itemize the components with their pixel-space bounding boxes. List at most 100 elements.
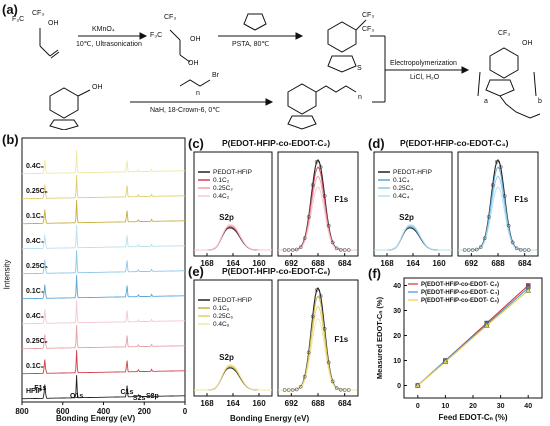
b-frame (22, 138, 185, 402)
scheme-n-1: n (196, 90, 200, 97)
f-xlabel: Feed EDOT-Cₙ (%) (439, 413, 508, 422)
d-f1s-tick-label: 692 (465, 259, 479, 268)
d-f1s-tick-label: 688 (491, 259, 505, 268)
b-xtick-label: 400 (97, 407, 111, 416)
b-xtick-label: 600 (56, 407, 70, 416)
b-trace-label: 0.4C₆ (26, 163, 44, 170)
survey-xps-plot: 800 600 400 200 00.4C₆0.25C₆0.1C₆0.4C₄0.25C₄… (0, 130, 200, 426)
c-s2p-curve (194, 226, 272, 250)
f-ytick-label: 20 (393, 333, 401, 340)
c-s2p-frame (194, 152, 272, 256)
d-title: P(EDOT-HFIP-co-EDOT-C₄) (400, 138, 508, 148)
f-series-line (418, 291, 528, 386)
b-trace (22, 275, 185, 299)
scheme-cond-psta: PSTA, 80℃ (232, 40, 269, 48)
e-s2p-label: S2p (219, 353, 234, 362)
b-trace-label: 0.1C₂ (26, 363, 44, 370)
b-xtick-label: 800 (15, 407, 29, 416)
e-f1s-tick-label: 688 (311, 399, 325, 408)
d-s2p-label: S2p (399, 213, 414, 222)
d-legend-label: 0.1C₄ (393, 177, 410, 184)
c-legend-label: 0.25C₂ (213, 185, 233, 192)
f-xtick-label: 10 (442, 403, 450, 410)
e-legend-label: 0.4C₆ (213, 321, 230, 328)
scheme-s1: S (357, 65, 362, 72)
scheme-cf3-3: CF₃ (362, 12, 374, 19)
e-legend-label: 0.1C₆ (213, 305, 230, 312)
e-f1s-tick-label: 684 (338, 399, 352, 408)
d-legend-label: 0.4C₄ (393, 193, 410, 200)
d-s2p-tick-label: 164 (406, 259, 420, 268)
d-s2p-curve (374, 226, 452, 250)
synthesis-scheme: S (0, 0, 550, 130)
f-ytick-label: 30 (393, 308, 401, 315)
scheme-n-2: n (358, 94, 362, 101)
b-trace (22, 375, 185, 399)
f-ytick-label: 10 (393, 358, 401, 365)
scheme-electropolymerization: Electropolymerization (390, 60, 457, 67)
f-xtick-label: 0 (416, 403, 420, 410)
b-peak-o1s: O1s (70, 393, 83, 400)
e-s2p-tick-label: 160 (252, 399, 266, 408)
scheme-a: a (484, 98, 488, 105)
scheme-b: b (538, 98, 542, 105)
b-xtick-label: 0 (183, 407, 188, 416)
b-trace-label: 0.1C₄ (26, 288, 44, 295)
f-legend-label: P(EDOT-HFIP-co-EDOT- C₄) (421, 290, 499, 296)
f-xtick-label: 30 (497, 403, 505, 410)
b-trace-label: 0.1C₆ (26, 213, 44, 220)
scheme-oh-4: OH (92, 84, 103, 91)
d-s2p-tick-label: 168 (380, 259, 394, 268)
d-f1s-label: F1s (514, 195, 528, 204)
e-s2p-curve (194, 366, 272, 390)
e-s2p-tick-label: 164 (226, 399, 240, 408)
c-f1s-label: F1s (334, 195, 348, 204)
f-ytick-label: 40 (393, 283, 401, 290)
scheme-oh-1: OH (48, 20, 59, 27)
b-trace-label: 0.25C₂ (26, 338, 48, 345)
f-xtick-label: 20 (469, 403, 477, 410)
e-s2p-curve (194, 368, 272, 390)
e-legend-label: PEDOT-HFIP (213, 297, 252, 304)
f-composition-plot: 0 10 20 30 40 0 10 20 30 40 Measured EDOT-Cₙ (%) Fe… (370, 270, 550, 426)
scheme-f3c-2: F₃C (150, 32, 162, 39)
e-f1s-label: F1s (334, 335, 348, 344)
c-xps-plot: 168 164 160 692 688 684S2pF1sPEDOT-HFIP0.1C₂0… (190, 148, 362, 272)
c-legend-label: 0.1C₂ (213, 177, 230, 184)
d-f1s-curve (458, 167, 537, 250)
b-trace-label: 0.25C₄ (26, 263, 48, 270)
d-legend-label: 0.25C₄ (393, 185, 413, 192)
f-xtick-label: 40 (524, 403, 532, 410)
c-legend-label: 0.4C₂ (213, 193, 230, 200)
b-xtick-label: 200 (138, 407, 152, 416)
d-s2p-frame (374, 152, 452, 256)
b-peak-s2p: S2p (146, 393, 159, 400)
f-ylabel: Measured EDOT-Cₙ (%) (375, 296, 384, 379)
d-s2p-curve (374, 228, 452, 250)
e-f1s-tick-label: 692 (285, 399, 299, 408)
scheme-cf3-1: CF₃ (32, 10, 44, 17)
c-f1s-curve (278, 160, 357, 250)
c-s2p-curve (194, 227, 272, 250)
scheme-oh-3: OH (188, 60, 199, 67)
e-s2p-curve (194, 367, 272, 390)
scheme-cond-ultrasonication: 10℃, Ultrasonication (76, 40, 142, 48)
f-ytick-label: 0 (397, 383, 401, 390)
scheme-cf3-4: CF₃ (362, 26, 374, 33)
b-peak-s2s: S2s (133, 395, 146, 402)
c-title: P(EDOT-HFIP-co-EDOT-C₂) (222, 138, 330, 148)
e-f1s-curve (278, 319, 357, 390)
scheme-cond-nah: NaH, 18-Crown-6, 0℃ (150, 106, 220, 114)
e-legend-label: 0.25C₆ (213, 313, 233, 320)
c-s2p-label: S2p (219, 213, 234, 222)
b-trace (22, 300, 185, 324)
b-trace-label: 0.25C₆ (26, 188, 48, 195)
c-f1s-curve (278, 167, 357, 250)
d-f1s-curve (458, 160, 537, 250)
e-s2p-tick-label: 168 (200, 399, 214, 408)
e-xlabel: Bonding Energy (eV) (230, 414, 309, 423)
b-trace (22, 150, 185, 174)
scheme-cf3-2: CF₃ (164, 14, 176, 21)
b-trace (22, 350, 185, 374)
scheme-br: Br (212, 72, 219, 79)
